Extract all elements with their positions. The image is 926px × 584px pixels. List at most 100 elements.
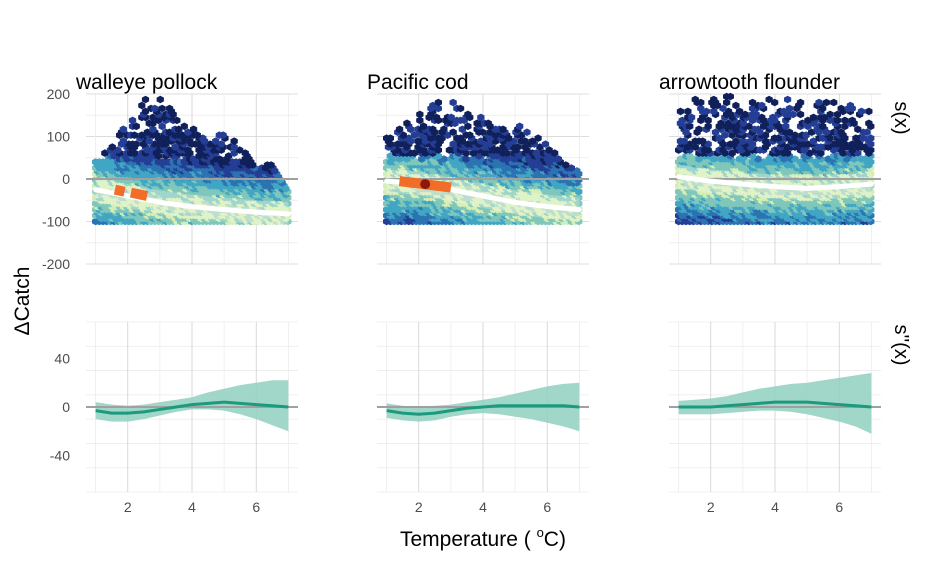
hexbin-cell: [536, 143, 544, 151]
hexbin-cell: [741, 110, 749, 119]
panel-arrowtooth-flounder-smooth: arrowtooth flounder: [659, 71, 881, 265]
hexbin-cell: [865, 119, 873, 128]
hexbin-cell: [774, 134, 782, 142]
hexbin-cell: [806, 149, 814, 157]
hexbin-cell: [684, 107, 692, 116]
y-tick-label: -100: [42, 214, 70, 230]
highlight-segment: [129, 187, 149, 201]
hexbin-cell: [434, 152, 442, 160]
hexbin-cell: [789, 110, 797, 119]
hexbin-cell: [386, 134, 394, 142]
hexbin-cell: [215, 155, 223, 163]
hexbin-cell: [464, 122, 472, 131]
hexbin-cell: [484, 119, 492, 128]
hexbin-cell: [824, 155, 832, 163]
hexbin-cell: [410, 149, 418, 157]
hexbin-cell: [143, 128, 151, 136]
hexbin-cell: [769, 113, 777, 122]
hexbin-cell: [857, 107, 866, 116]
strip-label-sppx: s''(x): [890, 325, 912, 366]
hexbin-cell: [534, 134, 542, 142]
hexbin-cell: [464, 110, 472, 119]
hexbin-cell: [723, 98, 731, 107]
hexbin-cell: [678, 116, 686, 125]
hexbin-cell: [416, 116, 424, 125]
hexbin-cell: [193, 131, 201, 139]
hexbin-cell: [149, 125, 157, 134]
hexbin-cell: [848, 116, 856, 125]
hexbin-cell: [499, 125, 507, 134]
y-tick-label: 40: [54, 350, 70, 366]
highlight-point: [420, 179, 431, 190]
hexbin-cell: [438, 134, 446, 142]
hexbin-cell: [212, 137, 220, 145]
hexbin-cell: [859, 134, 867, 142]
panel-title: arrowtooth flounder: [659, 71, 840, 94]
y-tick-label: -200: [42, 256, 70, 272]
hexbin-cell: [809, 137, 818, 145]
hexbin-cell: [728, 131, 736, 139]
hexbin-cell: [429, 125, 437, 134]
x-tick-label: 2: [124, 499, 132, 515]
hexbin-cell: [833, 110, 842, 119]
hexbin-cell: [724, 107, 733, 116]
hexbin-cell: [782, 122, 790, 131]
hexbin-cell: [695, 155, 703, 163]
hexbin-cell: [697, 98, 705, 107]
panel-walleye-pollock-smooth: walleye pollock -200 -100 0 100 200: [42, 71, 298, 272]
hexbin-cell: [837, 128, 845, 136]
hexbin-cell: [791, 131, 799, 139]
hexbin-cell: [861, 143, 869, 151]
hexbin-cell: [854, 149, 862, 157]
hexbin-cell: [841, 116, 849, 125]
hexbin-cell: [752, 110, 760, 119]
hexbin-cell: [432, 113, 441, 122]
hexbin-cell: [469, 149, 478, 157]
hexbin-cell: [158, 104, 166, 113]
x-tick-label: 4: [771, 499, 779, 515]
hexbin-cell: [440, 125, 448, 134]
hexbin-cell: [119, 137, 127, 145]
hexbin-cell: [189, 155, 198, 163]
hexbin-cell: [739, 137, 747, 145]
hexbin-cell: [854, 125, 862, 134]
hexbin-cell: [138, 101, 146, 110]
hexbin-cell: [867, 146, 875, 154]
hexbin-cell: [132, 122, 140, 131]
hexbin-cell: [477, 137, 485, 145]
hexbin-cell: [130, 149, 139, 157]
hexbin-cell: [447, 113, 455, 122]
hexbin-cell: [748, 152, 757, 160]
panel-title: Pacific cod: [367, 71, 469, 94]
hexbin-cell: [747, 137, 755, 145]
hexbin-cell: [804, 116, 812, 125]
hexbin-cell: [180, 122, 188, 131]
hexbin-cell: [676, 107, 685, 116]
hexbin-cell: [704, 116, 712, 125]
hexbin-cell: [711, 128, 720, 136]
hexbin-cell: [826, 110, 834, 119]
hexbin-cell: [486, 140, 494, 148]
smooth-confidence-band: [678, 164, 872, 201]
derivative-mean-line: [95, 400, 289, 415]
hexbin-cell: [154, 116, 163, 125]
hexbin-cell: [523, 128, 531, 136]
hexbin-cell: [199, 134, 207, 142]
hexbin-cell: [156, 95, 164, 104]
hexbin-cell: [434, 146, 442, 154]
hexbin-cell: [865, 107, 873, 116]
hexbin-cell: [717, 119, 725, 128]
x-tick-label: 6: [543, 499, 551, 515]
hexbin-cell: [820, 113, 829, 122]
x-axis-title: Temperature ( oC): [400, 525, 566, 551]
hexbin-cell: [395, 125, 404, 134]
hexbin-cell: [686, 152, 694, 160]
hexbin-cell: [819, 134, 827, 142]
panels: walleye pollock -200 -100 0 100 200 Pacific co…: [42, 71, 881, 515]
hexbin-cell: [141, 107, 150, 116]
hexbin-cell: [715, 134, 723, 142]
hexbin-cell: [267, 161, 275, 169]
hexbin-cell: [101, 149, 109, 157]
hexbin-cell: [466, 131, 474, 139]
hexbin-cell: [815, 98, 823, 107]
